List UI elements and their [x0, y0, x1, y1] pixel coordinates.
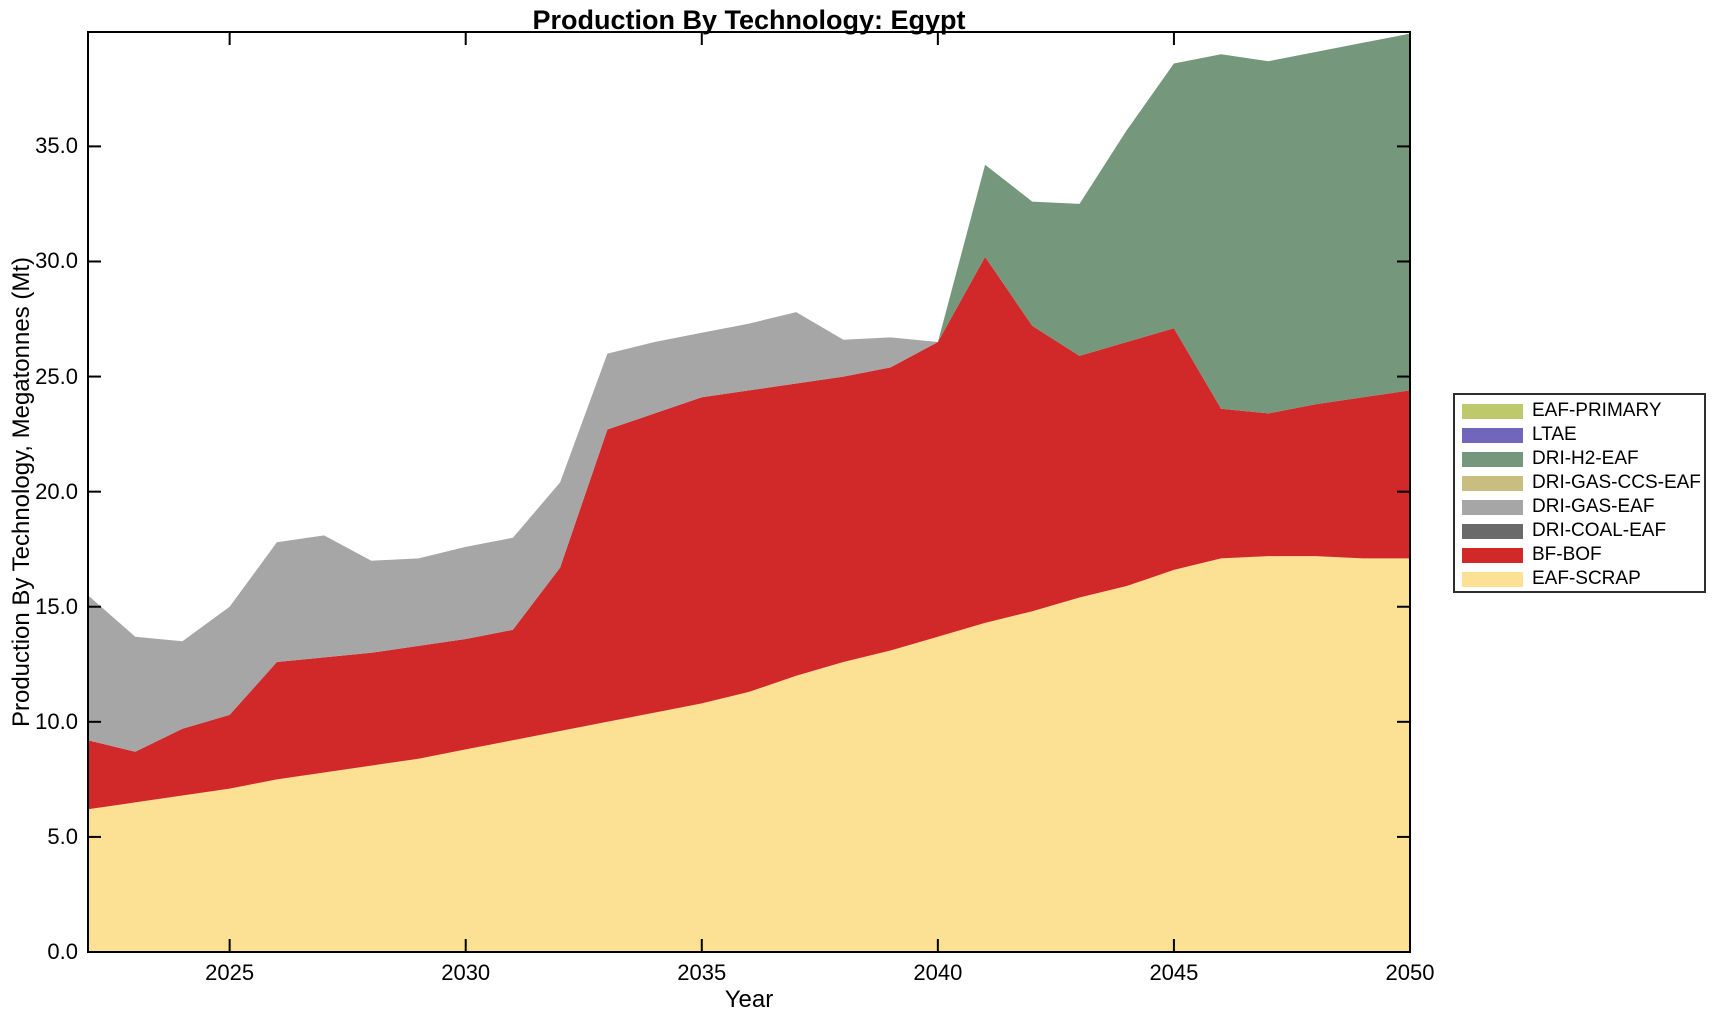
- y-tick-label: 25.0: [35, 363, 78, 389]
- legend-label: DRI-H2-EAF: [1532, 448, 1639, 469]
- x-tick-label: 2045: [1149, 960, 1199, 985]
- legend-item: BF-BOF: [1462, 543, 1704, 567]
- legend-swatch: [1462, 451, 1523, 467]
- legend-item: DRI-COAL-EAF: [1462, 519, 1704, 543]
- x-tick-label: 2030: [441, 960, 491, 985]
- y-tick-label: 0.0: [47, 939, 78, 964]
- y-tick-label: 15.0: [35, 593, 78, 619]
- legend-label: DRI-GAS-CCS-EAF: [1532, 472, 1701, 493]
- y-tick-label: 30.0: [35, 248, 78, 274]
- legend-item: EAF-PRIMARY: [1462, 399, 1704, 423]
- area-BF-BOF: [88, 256, 1410, 810]
- legend-swatch: [1462, 475, 1523, 491]
- area-DRI-H2-EAF: [88, 33, 1410, 642]
- legend-item: DRI-H2-EAF: [1462, 447, 1704, 471]
- legend-item: DRI-GAS-CCS-EAF: [1462, 471, 1704, 495]
- legend-swatch: [1462, 403, 1523, 419]
- y-tick-label: 20.0: [35, 478, 78, 504]
- legend-swatch: [1462, 571, 1523, 587]
- legend-label: EAF-PRIMARY: [1532, 400, 1662, 421]
- legend-label: DRI-COAL-EAF: [1532, 520, 1667, 541]
- legend-label: EAF-SCRAP: [1532, 568, 1641, 589]
- legend-item: LTAE: [1462, 423, 1704, 447]
- legend-label: DRI-GAS-EAF: [1532, 496, 1655, 517]
- y-tick-label: 35.0: [35, 133, 78, 159]
- chart-title: Production By Technology: Egypt: [532, 5, 966, 35]
- legend-item: EAF-SCRAP: [1462, 567, 1704, 591]
- legend-swatch: [1462, 499, 1523, 515]
- legend-label: BF-BOF: [1532, 544, 1602, 565]
- x-tick-label: 2040: [913, 960, 963, 985]
- legend-item: DRI-GAS-EAF: [1462, 495, 1704, 519]
- legend-swatch: [1462, 547, 1523, 563]
- x-tick-label: 2050: [1385, 960, 1435, 985]
- area-DRI-GAS-EAF: [88, 256, 1410, 752]
- x-tick-label: 2025: [205, 960, 255, 985]
- y-tick-label: 5.0: [47, 823, 78, 849]
- legend-label: LTAE: [1532, 424, 1577, 445]
- legend: EAF-PRIMARY LTAE DRI-H2-EAF DRI-GAS-CCS-EAF…: [1453, 393, 1706, 593]
- x-tick-label: 2035: [677, 960, 727, 985]
- legend-swatch: [1462, 523, 1523, 539]
- y-tick-label: 10.0: [35, 708, 78, 734]
- x-axis-label: Year: [724, 986, 774, 1013]
- legend-swatch: [1462, 427, 1523, 443]
- area-EAF-SCRAP: [88, 556, 1410, 952]
